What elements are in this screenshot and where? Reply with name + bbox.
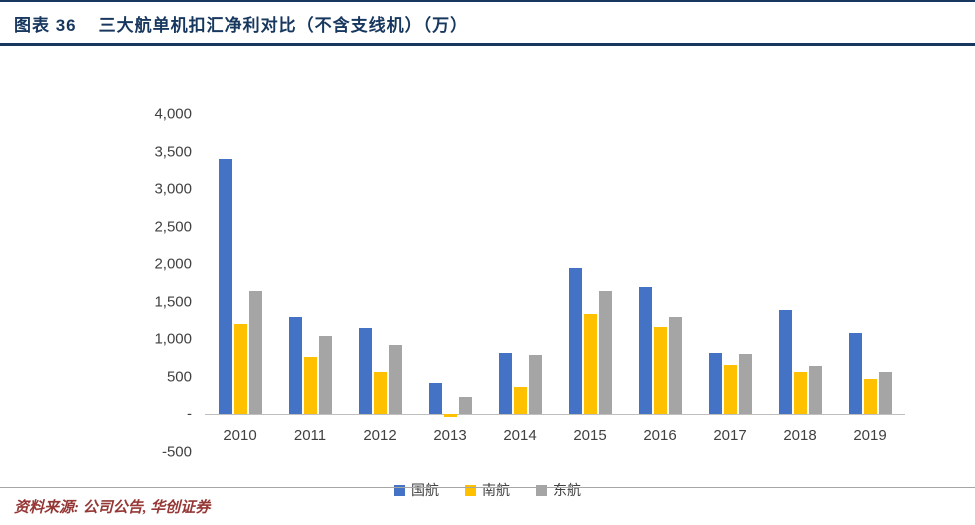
y-tick-label: 500 xyxy=(166,368,192,386)
x-axis: 2010 2011 2012 2013 2014 2015 2016 2017 2018 2019 xyxy=(205,427,905,447)
chart-bar-series2-2010 xyxy=(248,290,262,415)
y-tick-label: 3,500 xyxy=(154,143,192,161)
chart-bar-series1-2010 xyxy=(233,324,247,415)
chart-bar-series1-2013 xyxy=(443,414,457,418)
legend-item-series2: 东航 xyxy=(536,480,581,500)
chart-bar-series2-2013 xyxy=(458,397,472,415)
x-axis-label: 2019 xyxy=(853,427,887,445)
chart-bar-series1-2016 xyxy=(653,327,667,415)
x-axis-label: 2015 xyxy=(573,427,607,445)
chart-bar-series2-2015 xyxy=(598,290,612,415)
y-tick-label: 1,000 xyxy=(154,330,192,348)
zero-line xyxy=(205,414,905,416)
figure-number-label: 图表 36 xyxy=(14,16,77,35)
x-axis-label: 2013 xyxy=(433,427,467,445)
y-tick-label: 1,500 xyxy=(154,293,192,311)
chart-bar-series0-2015 xyxy=(568,267,582,415)
chart-bar-series1-2019 xyxy=(863,379,877,415)
chart-bar-series1-2015 xyxy=(583,313,597,415)
chart-bar-series0-2010 xyxy=(218,159,232,415)
y-tick-label: 3,000 xyxy=(154,180,192,198)
figure-title: 三大航单机扣汇净利对比（不含支线机）（万） xyxy=(98,16,469,35)
x-axis-label: 2011 xyxy=(293,427,327,445)
title-underline-rule xyxy=(0,43,975,46)
chart-bar-series0-2012 xyxy=(358,328,372,415)
chart-bar-series0-2018 xyxy=(778,310,792,415)
chart-bar-series0-2016 xyxy=(638,286,652,415)
legend-label: 国航 xyxy=(411,482,439,498)
x-axis-label: 2016 xyxy=(643,427,677,445)
chart-bar-series2-2017 xyxy=(738,354,752,415)
x-axis-label: 2010 xyxy=(223,427,257,445)
chart-bar-series0-2013 xyxy=(428,382,442,415)
chart-bar-series1-2011 xyxy=(303,356,317,415)
legend-label: 东航 xyxy=(553,482,581,498)
source-note: 资料来源: 公司公告, 华创证券 xyxy=(14,500,211,516)
chart-bar-series2-2019 xyxy=(878,372,892,415)
chart-bar-series2-2012 xyxy=(388,344,402,415)
y-tick-label: 2,500 xyxy=(154,218,192,236)
x-axis-label: 2012 xyxy=(363,427,397,445)
figure-title-row: 图表 36 三大航单机扣汇净利对比（不含支线机）（万） xyxy=(0,2,975,43)
y-tick-label: -500 xyxy=(161,443,192,461)
bar-chart: 4,000 3,500 3,000 2,500 2,000 1,500 1,000 500 - -… xyxy=(0,42,975,498)
x-axis-label: 2017 xyxy=(713,427,747,445)
legend-item-series1: 南航 xyxy=(465,480,510,500)
chart-bar-series1-2018 xyxy=(793,372,807,415)
y-axis: 4,000 3,500 3,000 2,500 2,000 1,500 1,000 500 - -… xyxy=(0,106,192,461)
x-axis-label: 2018 xyxy=(783,427,817,445)
legend-swatch xyxy=(536,484,547,496)
chart-bar-series0-2011 xyxy=(288,316,302,415)
footer-separator-rule xyxy=(0,487,975,488)
chart-bar-series0-2019 xyxy=(848,333,862,415)
y-tick-label: 4,000 xyxy=(154,105,192,123)
chart-bar-series0-2017 xyxy=(708,352,722,415)
plot-area: 2010 2011 2012 2013 2014 2015 2016 2017 2018 2019 xyxy=(205,114,905,452)
chart-bar-series2-2014 xyxy=(528,355,542,415)
legend-item-series0: 国航 xyxy=(394,480,439,500)
chart-bar-series2-2011 xyxy=(318,335,332,415)
y-tick-label: 2,000 xyxy=(154,255,192,273)
chart-bar-series1-2017 xyxy=(723,364,737,415)
chart-bar-series2-2016 xyxy=(668,316,682,415)
legend-swatch xyxy=(465,484,476,496)
chart-bar-series1-2012 xyxy=(373,371,387,415)
x-axis-label: 2014 xyxy=(503,427,537,445)
legend-label: 南航 xyxy=(482,482,510,498)
chart-bar-series2-2018 xyxy=(808,365,822,415)
legend-swatch xyxy=(394,484,405,496)
y-tick-label: - xyxy=(187,405,192,423)
legend: 国航 南航 东航 xyxy=(0,480,975,500)
chart-bar-series1-2014 xyxy=(513,386,527,415)
chart-bar-series0-2014 xyxy=(498,352,512,415)
figure-header: 图表 36 三大航单机扣汇净利对比（不含支线机）（万） xyxy=(0,0,975,46)
